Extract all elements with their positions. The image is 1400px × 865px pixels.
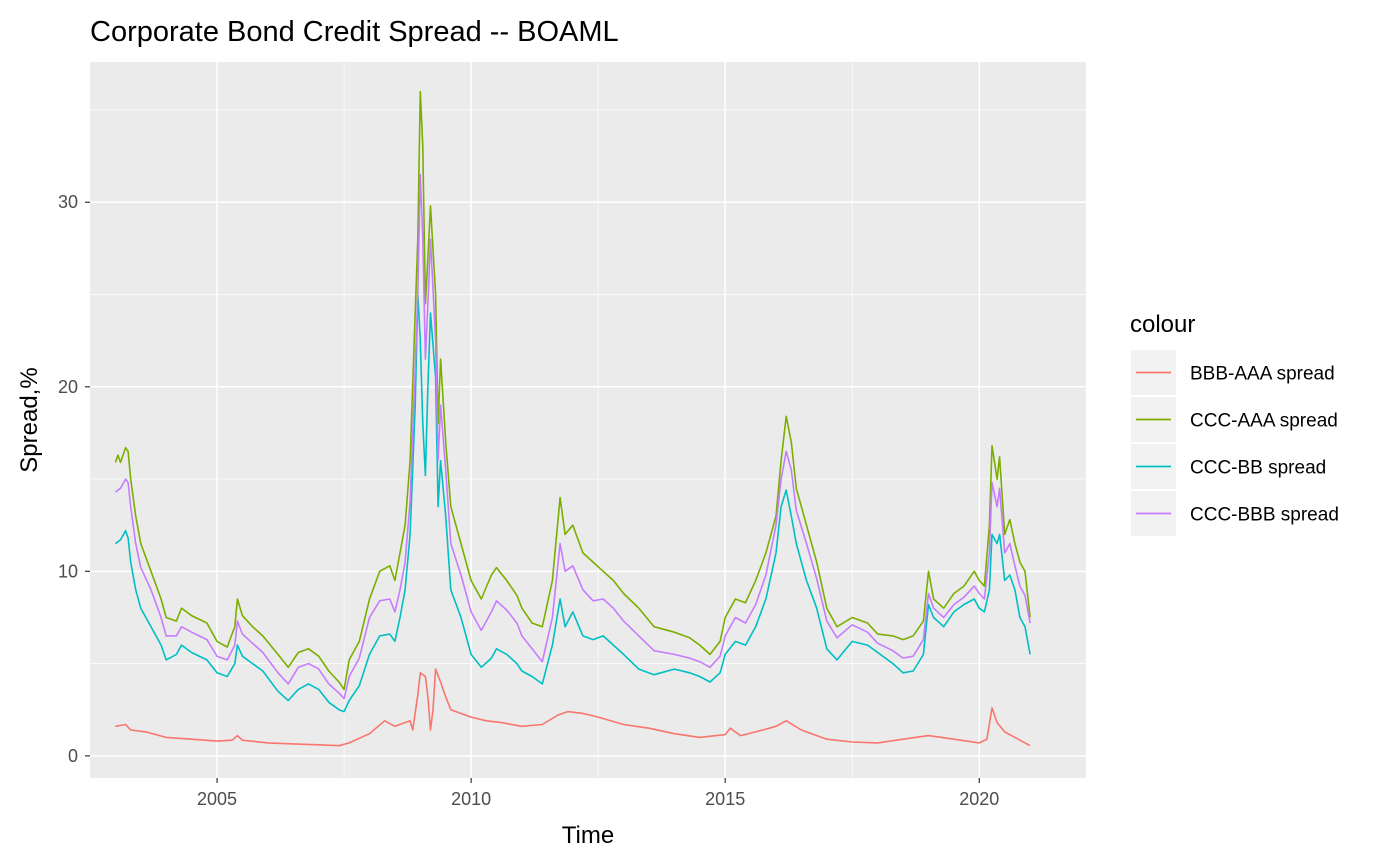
grid-minor (90, 62, 1086, 778)
series-layer (114, 90, 1031, 747)
legend-label-ccc-bb-spread: CCC-BB spread (1190, 458, 1326, 479)
y-tick-label: 30 (58, 192, 78, 212)
legend-label-bbb-aaa-spread: BBB-AAA spread (1190, 364, 1335, 385)
grid-major (90, 62, 1086, 778)
x-tick-label: 2015 (705, 789, 745, 809)
plot-panel (90, 62, 1086, 778)
x-axis-title: Time (562, 822, 614, 849)
y-tick-label: 20 (58, 377, 78, 397)
x-tick-label: 2020 (959, 789, 999, 809)
y-axis-title: Spread,% (16, 367, 43, 472)
legend-label-ccc-aaa-spread: CCC-AAA spread (1190, 411, 1338, 432)
legend-title: colour (1130, 311, 1195, 338)
legend-label-ccc-bbb-spread: CCC-BBB spread (1190, 505, 1339, 526)
x-tick-label: 2010 (451, 789, 491, 809)
chart-title: Corporate Bond Credit Spread -- BOAML (90, 16, 619, 48)
y-tick-label: 10 (58, 561, 78, 581)
y-axis: 0 10 20 30 (58, 192, 90, 766)
series-line-ccc-bb-spread (114, 293, 1031, 713)
x-axis: 2005 2010 2015 2020 (197, 778, 999, 809)
x-tick-label: 2005 (197, 789, 237, 809)
legend: colour BBB-AAA spread CCC-AAA spread CCC-B… (1130, 311, 1339, 536)
series-line-ccc-bbb-spread (114, 173, 1031, 700)
y-tick-label: 0 (68, 746, 78, 766)
series-line-ccc-aaa-spread (114, 90, 1031, 691)
series-line-bbb-aaa-spread (115, 668, 1031, 747)
legend-items: BBB-AAA spread CCC-AAA spread CCC-BB sprea… (1131, 350, 1339, 536)
